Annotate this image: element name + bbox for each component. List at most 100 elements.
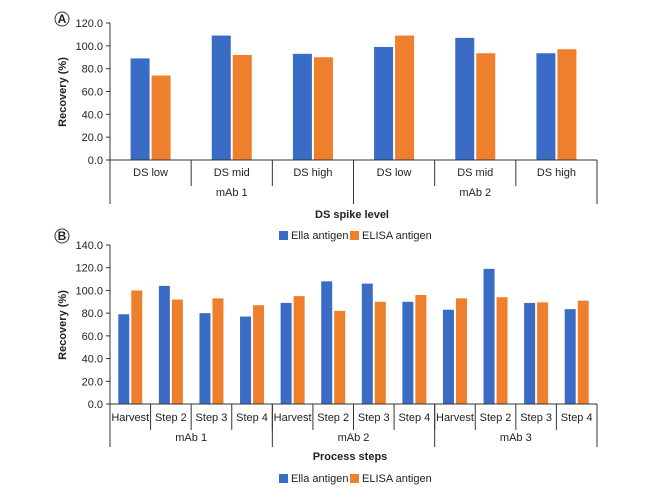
panel-a-y-ticks: 0.0 20.0 40.0 60.0 80.0 100.0 120.0 bbox=[75, 18, 111, 167]
x-category-label: Step 4 bbox=[561, 412, 593, 424]
bar-elisa bbox=[232, 54, 252, 160]
y-tick-label: 120.0 bbox=[75, 263, 103, 275]
x-group-label: mAb 2 bbox=[459, 187, 491, 199]
panel-b: B Recovery (%) 0.0 20.0 40.0 60.0 80.0 100.0 1… bbox=[54, 228, 598, 485]
x-category-label: DS high bbox=[537, 167, 576, 179]
panel-a-legend-swatch-ella bbox=[279, 231, 288, 240]
bar-ella bbox=[280, 302, 292, 404]
panel-a-legend-swatch-elisa bbox=[350, 231, 359, 240]
bar-elisa bbox=[313, 57, 333, 160]
x-category-label: Step 4 bbox=[236, 412, 268, 424]
panel-b-y-axis-label: Recovery (%) bbox=[57, 290, 69, 360]
bar-elisa bbox=[374, 301, 386, 404]
bar-elisa bbox=[537, 302, 549, 404]
panel-a-label: A bbox=[58, 12, 67, 26]
panel-b-legend-label-elisa: ELISA antigen bbox=[362, 473, 432, 485]
bar-elisa bbox=[212, 298, 224, 404]
bar-elisa bbox=[577, 300, 589, 404]
bar-elisa bbox=[415, 294, 427, 404]
x-category-label: DS mid bbox=[457, 167, 493, 179]
x-category-label: Step 3 bbox=[358, 412, 390, 424]
bar-elisa bbox=[151, 75, 171, 160]
panel-b-label: B bbox=[58, 229, 67, 243]
y-tick-label: 60.0 bbox=[82, 87, 103, 99]
y-tick-label: 80.0 bbox=[82, 308, 103, 320]
bar-elisa bbox=[455, 298, 467, 404]
panel-a-legend: Ella antigen ELISA antigen bbox=[279, 230, 432, 242]
bar-elisa bbox=[395, 35, 415, 160]
bar-elisa bbox=[476, 53, 496, 160]
y-tick-label: 140.0 bbox=[75, 240, 103, 252]
panel-b-legend-label-ella: Ella antigen bbox=[291, 473, 349, 485]
bar-elisa bbox=[253, 305, 265, 404]
y-tick-label: 120.0 bbox=[75, 18, 103, 30]
panel-b-label-circle bbox=[54, 228, 70, 244]
y-tick-label: 100.0 bbox=[75, 285, 103, 297]
y-tick-label: 80.0 bbox=[82, 64, 103, 76]
panel-a-x-axis: DS low DS mid DS high DS low DS mid DS high mA… bbox=[109, 159, 598, 204]
panel-b-legend-swatch-elisa bbox=[350, 474, 359, 483]
panel-a-x-axis-label: DS spike level bbox=[315, 209, 389, 221]
x-group-label: mAb 3 bbox=[500, 432, 532, 444]
bar-ella bbox=[564, 309, 576, 404]
y-tick-label: 0.0 bbox=[88, 155, 103, 167]
bar-ella bbox=[199, 313, 211, 404]
y-tick-label: 40.0 bbox=[82, 109, 103, 121]
panel-a-label-circle bbox=[54, 11, 70, 27]
x-category-label: DS high bbox=[293, 167, 332, 179]
x-category-label: Step 3 bbox=[196, 412, 228, 424]
x-category-label: DS low bbox=[377, 167, 412, 179]
x-category-label: DS low bbox=[133, 167, 168, 179]
bar-elisa bbox=[131, 290, 143, 404]
x-category-label: Step 2 bbox=[317, 412, 349, 424]
x-category-label: Step 2 bbox=[155, 412, 187, 424]
panel-a-bars bbox=[130, 35, 577, 161]
y-tick-label: 40.0 bbox=[82, 354, 103, 366]
bar-ella bbox=[374, 46, 394, 160]
panel-b-legend: Ella antigen ELISA antigen bbox=[279, 473, 432, 485]
x-category-label: Harvest bbox=[274, 412, 312, 424]
x-category-label: DS mid bbox=[214, 167, 250, 179]
bar-elisa bbox=[171, 299, 183, 404]
panel-b-legend-swatch-ella bbox=[279, 474, 288, 483]
y-tick-label: 20.0 bbox=[82, 132, 103, 144]
y-tick-label: 0.0 bbox=[88, 399, 103, 411]
bar-elisa bbox=[293, 296, 305, 404]
bar-elisa bbox=[334, 310, 346, 404]
bar-ella bbox=[402, 301, 414, 404]
bar-ella bbox=[361, 283, 373, 404]
x-category-label: Step 4 bbox=[398, 412, 430, 424]
panel-a-legend-label-ella: Ella antigen bbox=[291, 230, 349, 242]
bar-ella bbox=[321, 281, 333, 404]
panel-a-y-axis-label: Recovery (%) bbox=[57, 57, 69, 127]
panel-b-x-axis-label: Process steps bbox=[313, 451, 388, 463]
panel-a-legend-label-elisa: ELISA antigen bbox=[362, 230, 432, 242]
bar-ella bbox=[292, 53, 312, 161]
y-tick-label: 100.0 bbox=[75, 41, 103, 53]
x-group-label: mAb 1 bbox=[175, 432, 207, 444]
y-tick-label: 60.0 bbox=[82, 331, 103, 343]
bar-ella bbox=[536, 53, 556, 160]
y-tick-label: 20.0 bbox=[82, 376, 103, 388]
panel-a: A Recovery (%) 0.0 20.0 40.0 60.0 80.0 100.0 1… bbox=[54, 11, 598, 242]
x-group-label: mAb 1 bbox=[216, 187, 248, 199]
bar-ella bbox=[158, 285, 170, 404]
x-category-label: Step 3 bbox=[520, 412, 552, 424]
panel-b-bars bbox=[118, 268, 589, 404]
bar-ella bbox=[130, 58, 150, 161]
x-category-label: Harvest bbox=[111, 412, 149, 424]
bar-ella bbox=[240, 316, 252, 404]
x-category-label: Harvest bbox=[436, 412, 474, 424]
bar-ella bbox=[442, 309, 454, 404]
bar-elisa bbox=[557, 49, 577, 161]
bar-ella bbox=[524, 302, 536, 404]
bar-elisa bbox=[496, 297, 508, 404]
bar-ella bbox=[211, 35, 231, 160]
bar-ella bbox=[483, 268, 495, 404]
x-group-label: mAb 2 bbox=[338, 432, 370, 444]
bar-ella bbox=[118, 314, 130, 404]
panel-b-y-ticks: 0.0 20.0 40.0 60.0 80.0 100.0 120.0 140.0 bbox=[75, 240, 111, 411]
bar-ella bbox=[455, 37, 475, 160]
panel-b-x-axis: Harvest Step 2 Step 3 Step 4 Harvest Step 2 St… bbox=[109, 403, 598, 447]
